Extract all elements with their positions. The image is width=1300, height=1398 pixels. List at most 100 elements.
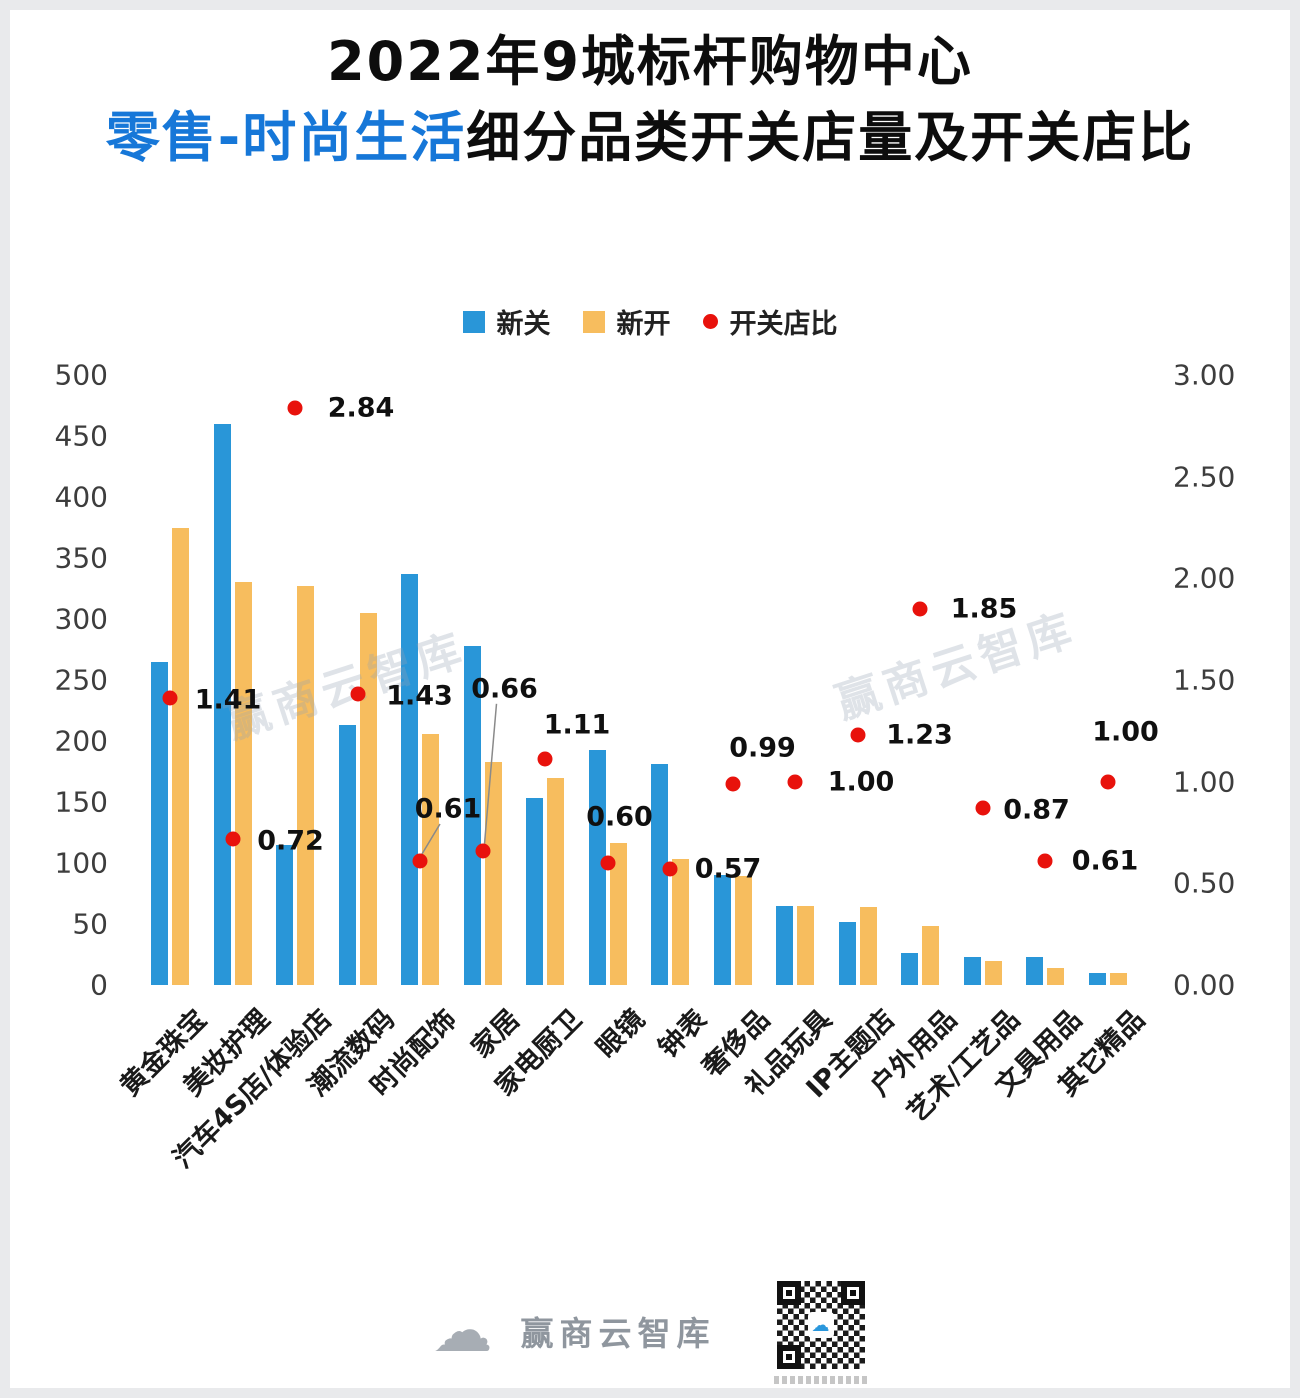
bar-open [609,843,627,985]
bar-close [1026,956,1043,985]
bar-close [713,875,731,985]
ratio-label: 1.11 [543,709,611,741]
close-series-swatch [462,310,485,333]
ratio-label: 0.61 [1071,845,1139,877]
bar-open [922,926,939,985]
title-highlight: 零售-时尚生活 [105,106,467,169]
ratio-label: 0.57 [694,853,762,885]
ratio-dot [975,800,990,816]
footer-brand: 赢商云智库 [520,1314,716,1353]
bar-open [734,876,752,985]
y2-axis-tick: 0.00 [1173,968,1236,1002]
bar-open [234,582,252,985]
ratio-label: 1.23 [886,719,953,751]
qr-caption [773,1376,868,1384]
ratio-dot [475,843,490,859]
title-line1: 2022年9城标杆购物中心 [327,30,973,93]
ratio-dot [662,861,678,877]
ratio-dot [162,690,178,706]
bar-close [463,645,481,985]
ratio-label: 1.43 [386,680,453,712]
ratio-dot [912,601,928,617]
legend-label-close: 新关 [496,309,551,340]
ratio-dot [725,776,740,792]
legend-item-ratio: 开关店比 [702,302,838,341]
legend-label-open: 新开 [616,309,671,340]
bar-close [901,953,918,985]
y-axis-tick: 50 [72,907,108,941]
bar-open [1047,967,1064,985]
y-axis-tick: 200 [54,724,108,758]
ratio-label: 2.84 [327,392,395,424]
title-line2: 零售-时尚生活细分品类开关店量及开关店比 [10,100,1290,176]
ratio-label: 0.72 [257,825,324,857]
bar-open [172,527,189,985]
title-rest: 细分品类开关店量及开关店比 [466,106,1195,169]
ratio-dot [287,400,303,416]
y2-axis-tick: 1.50 [1173,663,1236,697]
ratio-label: 0.99 [729,732,796,764]
y2-axis-tick: 1.00 [1173,765,1236,799]
bar-open [422,733,439,985]
ratio-label: 0.61 [414,793,482,825]
chart-legend: 新关 新开 开关店比 [10,302,1290,341]
page-title: 2022年9城标杆购物中心 零售-时尚生活细分品类开关店量及开关店比 [10,24,1290,176]
bar-close [213,423,231,985]
chart: 500 450 400 350 300 250 200 150 100 50 0 3.00 2.50 2.… [10,10,1290,1388]
footer: ☁ 赢商云智库 ☁ [10,1278,1290,1384]
ratio-label: 0.87 [1003,794,1070,826]
qr-code: ☁ [773,1278,868,1372]
legend-label-ratio: 开关店比 [729,309,838,340]
ratio-label: 1.00 [827,766,895,798]
y2-axis-tick: 3.00 [1173,358,1236,392]
bar-close [963,956,981,985]
ratio-label: 1.00 [1092,716,1159,748]
y-axis-tick: 100 [54,846,108,880]
bar-open [484,761,502,985]
legend-item-open: 新开 [582,302,671,341]
bar-close [401,573,418,985]
bar-close [1088,972,1106,985]
bar-open [984,960,1002,985]
y-axis-tick: 250 [54,663,108,697]
y-axis-tick: 150 [54,785,108,819]
bar-close [338,725,356,985]
qr-finder-icon [840,1281,865,1305]
bar-close [151,661,168,985]
bar-open [359,612,377,985]
ratio-dot [412,853,428,869]
y2-axis-tick: 2.50 [1173,460,1236,494]
y-axis-tick: 400 [54,480,108,514]
bar-open [1109,972,1127,985]
y-axis-tick: 500 [54,358,108,392]
ratio-series-swatch [702,314,718,329]
ratio-dot [600,855,615,871]
y-axis-tick: 300 [54,602,108,636]
ratio-dot [787,774,803,790]
y-axis-tick: 350 [54,541,108,575]
ratio-label: 1.85 [950,593,1018,625]
qr-finder-icon [776,1281,801,1305]
ratio-dot [1037,853,1053,869]
bar-close [838,921,856,985]
ratio-dot [1100,774,1115,790]
bar-close [776,905,793,985]
ratio-dot [850,727,865,743]
open-series-swatch [582,310,605,333]
bar-open [859,906,877,985]
qr-center-logo-icon: ☁ [807,1312,834,1338]
y2-axis-tick: 0.50 [1173,866,1236,900]
ratio-dot [225,831,240,847]
ratio-dot [350,686,365,702]
bar-close [651,764,668,985]
bar-close [588,749,606,985]
y-axis-tick: 450 [54,419,108,453]
qr-finder-icon [776,1345,801,1369]
ratio-label: 0.60 [586,801,653,833]
ratio-label: 1.41 [194,684,262,716]
cloud-logo-icon: ☁ [432,1296,493,1366]
bar-close [276,844,293,985]
bar-open [797,905,814,985]
bar-open [672,859,689,985]
bar-open [297,586,314,985]
